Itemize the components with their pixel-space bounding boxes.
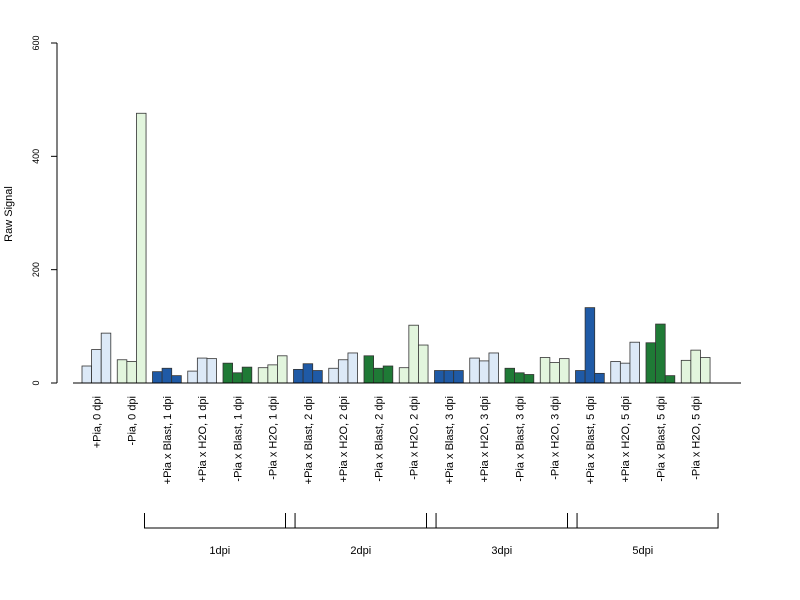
bar <box>257 367 269 384</box>
bar <box>312 370 323 384</box>
category-label: +Pia x Blast, 1 dpi <box>162 396 174 484</box>
bar <box>187 370 198 384</box>
bar <box>241 366 253 384</box>
category-label: +Pia x Blast, 5 dpi <box>585 396 597 484</box>
category-label: +Pia, 0 dpi <box>91 396 103 448</box>
bar <box>549 362 560 384</box>
bar <box>100 332 112 384</box>
bar <box>700 357 711 384</box>
group-label: 5dpi <box>632 545 653 557</box>
group-label: 2dpi <box>350 545 371 557</box>
category-label: -Pia, 0 dpi <box>127 396 139 446</box>
bar <box>469 357 480 384</box>
bar <box>398 367 410 384</box>
bars-layer <box>81 112 711 384</box>
y-tick-label: 200 <box>31 262 41 277</box>
bar <box>619 362 631 384</box>
bar <box>488 352 499 384</box>
category-label: -Pia x Blast, 2 dpi <box>373 396 385 482</box>
bar <box>610 361 621 384</box>
bar <box>514 372 525 384</box>
category-label: -Pia x H2O, 1 dpi <box>268 396 280 480</box>
bar <box>664 375 676 384</box>
bar <box>655 323 666 384</box>
category-label: +Pia x Blast, 3 dpi <box>444 396 456 484</box>
category-label: +Pia x Blast, 2 dpi <box>303 396 315 484</box>
y-tick-label: 0 <box>31 380 41 385</box>
bar <box>645 342 657 384</box>
bar <box>302 363 314 384</box>
bar <box>594 372 605 384</box>
y-axis-label: Raw Signal <box>3 186 15 242</box>
bar <box>690 349 701 384</box>
bar <box>91 349 102 384</box>
group-brackets: 1dpi 2dpi 3dpi 5dpi <box>144 513 719 557</box>
group-bracket <box>567 513 719 529</box>
bar <box>453 370 464 384</box>
bar <box>126 361 137 384</box>
category-label: -Pia x H2O, 3 dpi <box>550 396 562 480</box>
bar <box>206 358 217 384</box>
category-label: +Pia x H2O, 2 dpi <box>338 396 350 483</box>
bar <box>152 371 163 384</box>
bar <box>504 367 516 384</box>
category-label: -Pia x Blast, 5 dpi <box>655 396 667 482</box>
group-label: 1dpi <box>209 545 230 557</box>
bar <box>116 359 128 384</box>
bar <box>408 324 419 384</box>
bar <box>539 357 551 384</box>
bar <box>584 307 596 384</box>
group-bracket <box>426 513 578 529</box>
group-bracket <box>285 513 437 529</box>
bar <box>382 365 394 384</box>
category-label: -Pia x Blast, 3 dpi <box>514 396 526 482</box>
bar <box>161 367 173 384</box>
bar <box>328 367 339 384</box>
bar <box>559 358 570 384</box>
bar <box>523 374 535 384</box>
group-bracket <box>144 513 296 529</box>
bar <box>629 341 640 384</box>
category-labels: +Pia, 0 dpi -Pia, 0 dpi +Pia x Blast, 1 dp… <box>91 396 702 484</box>
bar <box>222 362 234 384</box>
bar <box>680 359 692 384</box>
bar <box>171 375 182 384</box>
category-label: -Pia x H2O, 2 dpi <box>409 396 421 480</box>
category-label: +Pia x H2O, 5 dpi <box>620 396 632 483</box>
category-label: +Pia x H2O, 1 dpi <box>197 396 209 483</box>
bar <box>337 359 349 384</box>
bar <box>277 355 288 384</box>
y-tick-label: 400 <box>31 149 41 164</box>
bar <box>443 370 455 384</box>
bar <box>232 372 243 384</box>
category-label: +Pia x H2O, 3 dpi <box>479 396 491 483</box>
bar <box>293 368 304 384</box>
bar <box>347 352 358 384</box>
bar <box>575 370 586 384</box>
group-label: 3dpi <box>491 545 512 557</box>
bar <box>136 112 147 384</box>
bar <box>196 357 208 384</box>
bar <box>478 360 490 384</box>
y-tick-label: 600 <box>31 35 41 50</box>
bar <box>418 344 429 384</box>
bar <box>434 370 445 384</box>
category-label: -Pia x H2O, 5 dpi <box>691 396 703 480</box>
y-axis: 0 200 400 600 <box>31 35 58 386</box>
bar <box>373 367 384 384</box>
bar <box>267 364 278 384</box>
category-label: -Pia x Blast, 1 dpi <box>232 396 244 482</box>
bar <box>81 365 93 384</box>
bar <box>363 355 375 384</box>
